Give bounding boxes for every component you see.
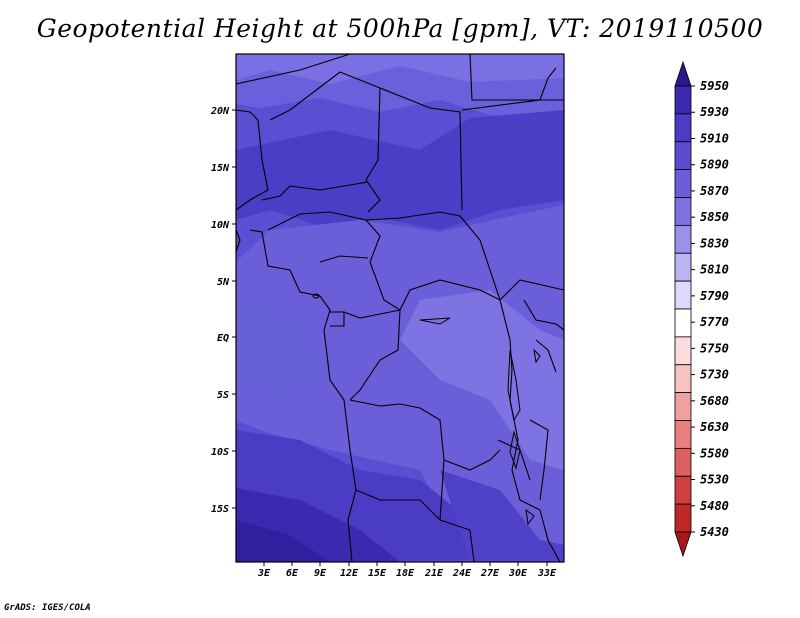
lon-axis: 3E 6E 9E 12E 15E 18E 21E 24E 27E 30E 33E: [257, 562, 557, 579]
colorbar-swatch: [674, 392, 692, 421]
footer-credit: GrADS: IGES/COLA: [4, 603, 91, 613]
lat-label: 5S: [217, 390, 229, 401]
colorbar-label: 5430: [700, 525, 729, 539]
colorbar-label: 5850: [700, 210, 729, 224]
colorbar-label: 5830: [700, 236, 729, 250]
lakes: [312, 293, 541, 526]
colorbar-swatch: [674, 475, 692, 505]
colorbar-swatch: [674, 447, 692, 477]
map-panel: [235, 53, 565, 563]
country-borders: [235, 53, 565, 563]
lat-label: 20N: [210, 106, 230, 117]
lat-label: 15N: [211, 163, 230, 174]
colorbar-swatch: [674, 141, 692, 171]
lat-label: 15S: [211, 504, 229, 515]
lat-label: 5N: [217, 277, 230, 288]
colorbar-swatch: [674, 336, 692, 366]
lon-label: 9E: [314, 568, 327, 579]
colorbar-swatch: [674, 420, 692, 449]
colorbar-swatch: [674, 113, 692, 143]
lon-label: 18E: [396, 568, 415, 579]
colorbar-label: 5790: [700, 289, 729, 303]
colorbar-label: 5890: [700, 158, 729, 172]
colorbar-swatch: [674, 308, 692, 338]
lat-label: EQ: [217, 333, 229, 344]
colorbar-swatch: [674, 169, 692, 198]
colorbar-cap-top: [674, 60, 692, 87]
colorbar-swatch: [674, 197, 692, 226]
colorbar-label: 5680: [700, 394, 729, 408]
lon-label: 30E: [508, 568, 528, 579]
colorbar-label: 5950: [700, 79, 729, 93]
colorbar: 5950 5930 5910 5890 5870 5850 5830 5810 5790 5770…: [674, 60, 729, 558]
colorbar-label: 5730: [700, 368, 729, 382]
colorbar-swatch: [674, 503, 692, 533]
lon-label: 6E: [286, 568, 299, 579]
colorbar-label: 5480: [700, 499, 729, 513]
colorbar-label: 5530: [700, 473, 729, 487]
colorbar-label: 5770: [700, 315, 729, 329]
lat-label: 10S: [211, 447, 229, 458]
lon-label: 3E: [257, 568, 271, 579]
colorbar-label: 5810: [700, 263, 729, 277]
colorbar-label: 5580: [700, 446, 729, 460]
lon-label: 24E: [452, 568, 472, 579]
map-frame: [235, 53, 565, 563]
map-title: Geopotential Height at 500hPa [gpm], VT:…: [36, 14, 764, 43]
colorbar-swatch: [674, 85, 692, 115]
colorbar-label: 5870: [700, 184, 729, 198]
lon-label: 15E: [368, 568, 387, 579]
colorbar-swatch: [674, 252, 692, 282]
colorbar-label: 5630: [700, 420, 729, 434]
colorbar-cap-bottom: [674, 531, 692, 558]
lat-label: 10N: [211, 220, 230, 231]
lat-axis: 20N 15N 10N 5N EQ 5S 10S 15S: [210, 106, 236, 515]
colorbar-swatch: [674, 224, 692, 254]
lon-label: 12E: [340, 568, 359, 579]
lon-label: 21E: [424, 568, 444, 579]
colorbar-swatch: [674, 364, 692, 394]
colorbar-label: 5930: [700, 105, 729, 119]
colorbar-label: 5750: [700, 341, 729, 355]
colorbar-swatch: [674, 280, 692, 310]
colorbar-label: 5910: [700, 131, 729, 145]
lon-label: 33E: [537, 568, 557, 579]
lon-label: 27E: [480, 568, 500, 579]
